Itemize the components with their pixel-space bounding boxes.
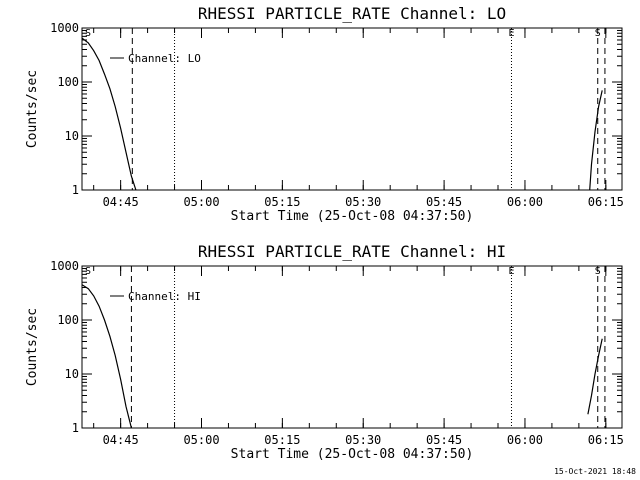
- y-tick-label: 1000: [50, 21, 79, 35]
- series-line: [589, 90, 603, 190]
- x-tick-label: 05:45: [426, 195, 462, 209]
- plot-frame: [81, 265, 623, 429]
- x-tick-label: 06:00: [507, 195, 543, 209]
- x-tick-label: 04:45: [103, 433, 139, 447]
- marker-label: S: [85, 28, 91, 39]
- x-tick-label: 05:45: [426, 433, 462, 447]
- legend-entry: Channel: HI: [128, 290, 201, 303]
- y-tick-label: 1: [72, 421, 79, 435]
- y-tick-label: 1000: [50, 259, 79, 273]
- x-tick-label: 05:15: [264, 195, 300, 209]
- chart-title: RHESSI PARTICLE_RATE Channel: HI: [198, 242, 506, 261]
- footer-timestamp: 15-Oct-2021 18:48: [554, 467, 636, 476]
- x-tick-label: 05:00: [183, 433, 219, 447]
- x-axis-label: Start Time (25-Oct-08 04:37:50): [231, 209, 474, 224]
- y-tick-label: 10: [65, 129, 79, 143]
- x-tick-label: 05:30: [345, 195, 381, 209]
- panel-lo: RHESSI PARTICLE_RATE Channel: LO 1 10 100 10…: [25, 4, 624, 224]
- chart-title: RHESSI PARTICLE_RATE Channel: LO: [198, 4, 506, 23]
- x-tick-label: 06:15: [588, 433, 624, 447]
- x-axis-label: Start Time (25-Oct-08 04:37:50): [231, 447, 474, 462]
- y-axis-label: Counts/sec: [25, 70, 40, 148]
- panel-hi: RHESSI PARTICLE_RATE Channel: HI 1 10 100 10…: [25, 242, 624, 462]
- y-tick-label: 1: [72, 183, 79, 197]
- marker-label: E: [508, 28, 514, 39]
- y-tick-label: 100: [57, 313, 79, 327]
- x-tick-label: 04:45: [103, 195, 139, 209]
- legend-entry: Channel: LO: [128, 52, 201, 65]
- marker-label: E: [508, 266, 514, 277]
- series-line: [82, 37, 137, 190]
- x-tick-label: 05:15: [264, 433, 300, 447]
- marker-label: S: [85, 266, 91, 277]
- marker-label: S: [595, 266, 601, 277]
- series-line: [82, 284, 132, 428]
- y-tick-label: 100: [57, 75, 79, 89]
- series-line: [587, 338, 603, 415]
- marker-label: S: [595, 28, 601, 39]
- y-tick-label: 10: [65, 367, 79, 381]
- x-tick-label: 06:00: [507, 433, 543, 447]
- x-tick-label: 05:00: [183, 195, 219, 209]
- y-axis-label: Counts/sec: [25, 308, 40, 386]
- plot-frame: [81, 27, 623, 191]
- x-tick-label: 05:30: [345, 433, 381, 447]
- x-tick-label: 06:15: [588, 195, 624, 209]
